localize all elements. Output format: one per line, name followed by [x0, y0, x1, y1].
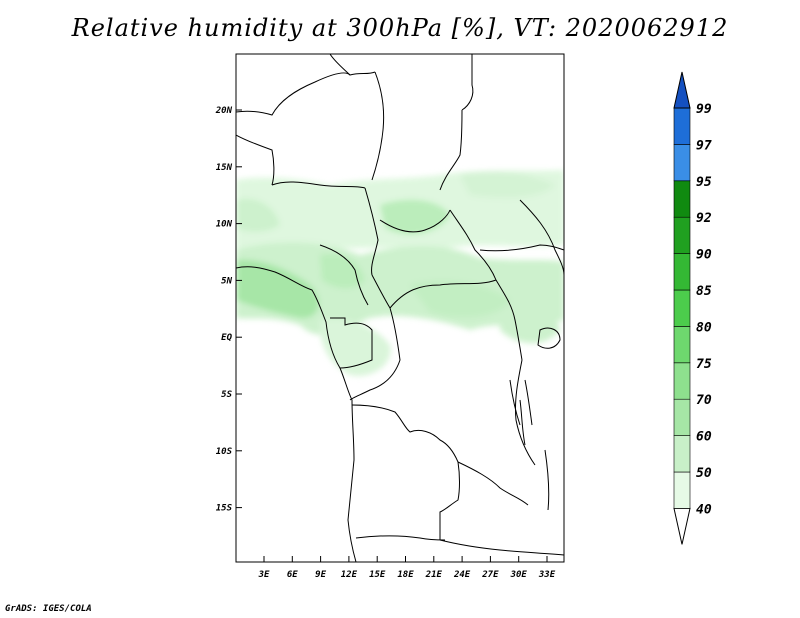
colorbar-label: 75 — [696, 357, 712, 372]
colorbar-label: 97 — [696, 138, 712, 153]
lat-tick-label: 10S — [216, 447, 233, 457]
border-gabon — [330, 317, 373, 369]
lon-tick-label: 33E — [538, 570, 556, 580]
border-angola-namibia — [355, 535, 446, 541]
border-egypt-sudan — [461, 54, 474, 111]
colorbar-lower-triangle — [673, 507, 691, 545]
border-nigeria-cameroon — [319, 244, 369, 306]
border-angola-zambia — [439, 461, 460, 540]
lat-tick-label: EQ — [221, 333, 232, 343]
chart-title: Relative humidity at 300hPa [%], VT: 202… — [71, 14, 729, 42]
colorbar-label: 70 — [696, 393, 712, 408]
humidity-patch-coast — [236, 259, 319, 319]
border-cameroon-chad — [364, 187, 379, 276]
colorbar-box — [673, 144, 691, 182]
border-niger-chad — [371, 71, 385, 181]
humidity-patch-east — [500, 298, 560, 344]
lat-tick-label: 15S — [216, 504, 233, 514]
border-congo-drc — [349, 307, 401, 401]
colorbar-label: 85 — [696, 284, 712, 299]
lat-tick-label: 10N — [216, 220, 233, 230]
lake-malawi — [544, 449, 550, 511]
country-borders — [236, 54, 564, 562]
border-drc-angola — [351, 404, 459, 463]
colorbar-box — [673, 253, 691, 291]
colorbar-label: 50 — [696, 466, 712, 481]
humidity-patch-drc — [410, 280, 510, 318]
lon-tick-label: 15E — [369, 570, 386, 580]
humidity-patch-chad — [380, 199, 450, 235]
lon-tick-label: 6E — [287, 570, 298, 580]
colorbar-label: 99 — [696, 102, 712, 117]
colorbar-box — [673, 216, 691, 254]
colorbar-box — [673, 398, 691, 436]
colorbar-label: 60 — [696, 430, 712, 445]
border-sudan-ethiopia — [519, 199, 564, 276]
border-drc-uganda — [495, 279, 523, 361]
colorbar-label: 95 — [696, 175, 712, 190]
grads-credit: GrADS: IGES/COLA — [5, 604, 92, 614]
colorbar: 40 50 60 70 75 80 85 90 92 95 97 99 — [673, 71, 712, 545]
colorbar-box — [673, 180, 691, 218]
border-mali-niger — [236, 134, 275, 186]
lake-victoria — [537, 327, 561, 349]
humidity-patch-sudan — [460, 171, 555, 198]
colorbar-box — [673, 471, 691, 509]
border-car-drc — [389, 279, 497, 309]
lon-tick-label: 3E — [258, 570, 270, 580]
lat-tick-label: 20N — [215, 106, 233, 116]
border-zambia-mozambique — [439, 539, 564, 556]
lon-tick-label: 18E — [397, 570, 414, 580]
border-drc-zambia — [457, 461, 529, 506]
border-east-lakes — [509, 379, 533, 426]
lon-tick-label: 21E — [425, 570, 443, 580]
humidity-shading — [236, 170, 564, 376]
border-niger-nigeria — [271, 181, 366, 189]
colorbar-box — [673, 362, 691, 400]
lat-tick-label: 5N — [221, 276, 232, 286]
colorbar-upper-triangle — [673, 71, 691, 109]
border-chad-sudan — [439, 109, 463, 191]
lon-tick-label: 9E — [315, 570, 326, 580]
lon-tick-label: 24E — [453, 570, 471, 580]
humidity-patch-cameroon — [320, 253, 365, 289]
lon-tick-label: 27E — [481, 570, 499, 580]
lat-tick-label: 15N — [216, 163, 233, 173]
colorbar-label: 80 — [696, 320, 712, 335]
lake-tanganyika — [519, 399, 526, 446]
border-cameroon-car — [371, 274, 391, 309]
border-car-sudan — [449, 209, 497, 281]
border-chad-car — [379, 209, 451, 233]
humidity-patch-south — [319, 318, 391, 376]
border-south-sudan — [479, 244, 564, 252]
lon-tick-label: 30E — [510, 570, 528, 580]
colorbar-box — [673, 326, 691, 364]
axis-ticks: 20N 15N 10N 5N EQ 5S 10S 15S 3E 6E 9E 12E 15E 18E 21E 2… — [215, 106, 556, 580]
colorbar-box — [673, 107, 691, 145]
colorbar-label: 92 — [696, 211, 712, 226]
lon-tick-label: 12E — [341, 570, 358, 580]
map-frame — [235, 53, 565, 563]
colorbar-label: 90 — [696, 248, 712, 263]
border-algeria-niger — [236, 72, 351, 116]
colorbar-box — [673, 435, 691, 473]
border-drc-tanzania — [515, 359, 536, 466]
colorbar-box — [673, 289, 691, 327]
border-libya-niger — [329, 54, 376, 76]
colorbar-label: 40 — [696, 502, 712, 517]
lat-tick-label: 5S — [221, 390, 232, 400]
humidity-patch-west — [236, 198, 280, 232]
